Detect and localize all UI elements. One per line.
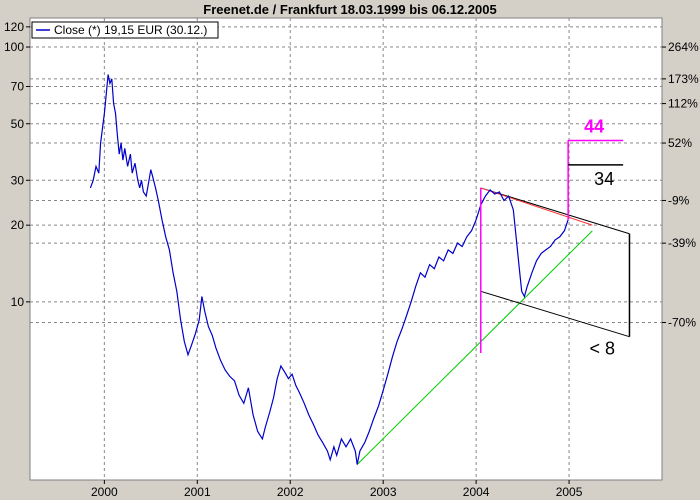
annotations: 44 34 < 8 xyxy=(480,116,631,359)
x-tick-label: 2003 xyxy=(370,485,397,499)
price-series-line xyxy=(89,74,569,465)
plot-area xyxy=(29,17,663,481)
trendline xyxy=(480,187,630,235)
y-axis-left: 10 20 30 50 70 100 120 xyxy=(4,20,30,309)
x-tick-label: 2004 xyxy=(463,485,490,499)
y-right-tick-label: 112% xyxy=(668,97,698,111)
y-tick-label: 120 xyxy=(4,20,24,34)
annotation-34: 34 xyxy=(594,169,614,189)
y-tick-label: 50 xyxy=(11,117,25,131)
y-right-tick-label: 52% xyxy=(668,136,692,150)
legend: Close (*) 19,15 EUR (30.12.) xyxy=(31,21,219,39)
y-tick-label: 10 xyxy=(11,295,25,309)
x-tick-label: 2000 xyxy=(91,485,118,499)
trendline xyxy=(480,187,593,226)
y-tick-label: 100 xyxy=(4,40,24,54)
annotation-lt8: < 8 xyxy=(589,339,615,359)
trendline xyxy=(480,290,630,338)
x-tick-label: 2005 xyxy=(556,485,583,499)
legend-label: Close (*) 19,15 EUR (30.12.) xyxy=(54,23,207,37)
annotation-44: 44 xyxy=(584,116,604,136)
y-axis-right: 264% 173% 112% 52% -9% -39% -70% xyxy=(662,40,699,329)
x-tick-label: 2001 xyxy=(184,485,211,499)
x-tick-label: 2002 xyxy=(277,485,304,499)
x-axis: 2000 2001 2002 2003 2004 2005 xyxy=(91,480,583,499)
y-tick-label: 70 xyxy=(11,80,25,94)
y-tick-label: 30 xyxy=(11,173,25,187)
trendlines xyxy=(356,187,630,465)
trendline xyxy=(356,230,593,465)
chart-title: Freenet.de / Frankfurt 18.03.1999 bis 06… xyxy=(203,2,496,17)
y-right-tick-label: 264% xyxy=(668,40,699,54)
y-right-tick-label: -70% xyxy=(668,315,696,329)
y-right-tick-label: 173% xyxy=(668,72,699,86)
legend-box xyxy=(31,21,219,39)
y-right-tick-label: -39% xyxy=(668,236,696,250)
series-layer xyxy=(89,74,569,465)
y-right-tick-label: -9% xyxy=(668,193,690,207)
grid-lines xyxy=(30,18,662,480)
y-tick-label: 20 xyxy=(11,218,25,232)
